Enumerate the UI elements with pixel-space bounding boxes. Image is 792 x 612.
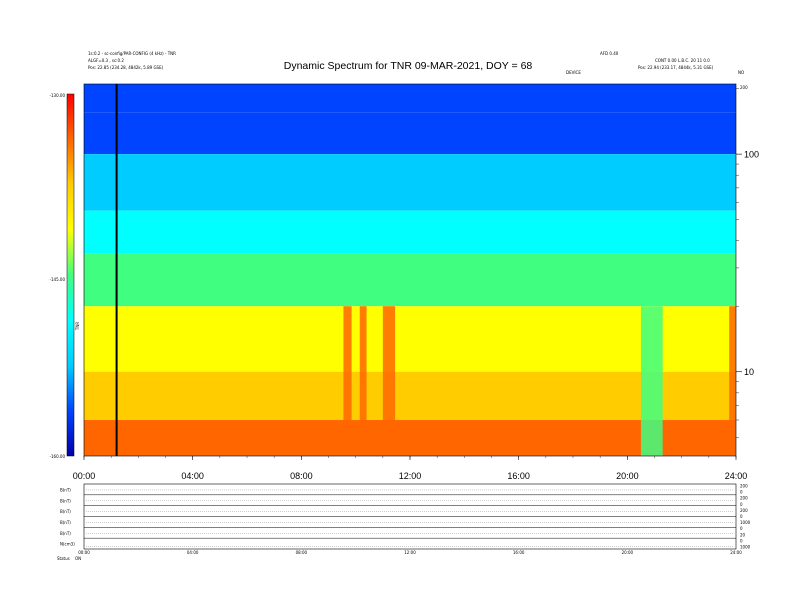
header-right-line-1: AFD 0.40 bbox=[600, 51, 619, 56]
header-right-line-3: Pos: 22.94 (233.17, 4844k, 5.31 GSE) bbox=[638, 65, 714, 70]
colorbar-label: TNR bbox=[75, 322, 80, 331]
lower-x-tick-label-2: 08:00 bbox=[296, 550, 308, 555]
lower-right-tick-5: 0 bbox=[740, 514, 743, 519]
x-tick-label-4: 16:00 bbox=[507, 471, 530, 481]
spectrum-band-5 bbox=[84, 306, 736, 372]
lower-right-tick-4: 200 bbox=[740, 508, 748, 513]
lower-right-tick-2: 200 bbox=[740, 496, 748, 501]
lower-right-tick-7: 0 bbox=[740, 526, 743, 531]
header-left: 1s:0.2 - sc-config/PAR-CONFIG (4 kHz) - … bbox=[88, 51, 176, 70]
colorbar-rect bbox=[66, 93, 75, 457]
spectrum-event-2 bbox=[382, 306, 396, 456]
spectrum-band-0 bbox=[84, 84, 736, 113]
spectrum-event-0 bbox=[343, 306, 352, 456]
lower-right-tick-0: 200 bbox=[740, 484, 748, 489]
chart-title: Dynamic Spectrum for TNR 09-MAR-2021, DO… bbox=[284, 60, 533, 72]
header-left-line-3: Pos: 22.85 (234.28, 4842k, 5.89 GSE) bbox=[88, 65, 164, 70]
colorbar-tick-bottom: -160.00 bbox=[50, 454, 66, 459]
colorbar-tick-mid: -145.00 bbox=[50, 277, 66, 282]
lower-x-axis: 00:00 04:00 08:00 12:00 16:00 20:00 24:00 bbox=[78, 550, 742, 555]
lower-right-tick-1: 0 bbox=[740, 490, 743, 495]
spectrum-band-3 bbox=[84, 210, 736, 254]
lower-panels: B(nT)B(nT)B(nT)B(nT)B(nT)N(cm3)200020002… bbox=[60, 484, 751, 550]
lower-panel-label-2: B(nT) bbox=[60, 509, 71, 514]
lower-panel-label-3: B(nT) bbox=[60, 520, 71, 525]
lower-right-tick-6: 1000 bbox=[740, 520, 751, 525]
header-right: AFD 0.40 CONT 0.00 L.B.C. 20 11 0.0 Pos:… bbox=[600, 51, 744, 75]
spectrum-band-7 bbox=[84, 420, 736, 456]
x-tick-label-3: 12:00 bbox=[399, 471, 422, 481]
lower-right-tick-8: 20 bbox=[740, 532, 746, 537]
colorbar: -130.00 -145.00 -160.00 TNR bbox=[50, 93, 80, 459]
lower-x-tick-label-1: 04:00 bbox=[187, 550, 199, 555]
lower-x-tick-label-0: 00:00 bbox=[78, 550, 90, 555]
lower-right-tick-10: 1000 bbox=[740, 545, 751, 550]
spectrogram-y-axis: 200 100 10 bbox=[736, 85, 759, 438]
header-right-line-2: CONT 0.00 L.B.C. 20 11 0.0 bbox=[655, 58, 710, 63]
x-tick-label-0: 00:00 bbox=[73, 471, 96, 481]
y-axis-top-label: 200 bbox=[740, 85, 748, 90]
lower-panel-label-5: N(cm3) bbox=[60, 542, 75, 547]
header-right-extra: NO bbox=[738, 70, 744, 75]
spectrum-band-6 bbox=[84, 371, 736, 421]
colorbar-tick-top: -130.00 bbox=[50, 93, 66, 98]
spectrum-band-2 bbox=[84, 154, 736, 211]
center-note: DEVICE bbox=[566, 70, 581, 75]
x-tick-label-1: 04:00 bbox=[181, 471, 204, 481]
header-left-line-1: 1s:0.2 - sc-config/PAR-CONFIG (4 kHz) - … bbox=[88, 51, 176, 56]
spectrogram-x-axis: 00:00 04:00 08:00 12:00 16:00 20:00 24:00 bbox=[73, 456, 748, 481]
header-left-line-2: ALGF=0.3 , sc:0.2 bbox=[88, 58, 124, 63]
spectrum-band-4 bbox=[84, 253, 736, 307]
lower-panel-label-0: B(nT) bbox=[60, 487, 71, 492]
y-tick-label-0: 100 bbox=[744, 150, 759, 160]
x-tick-label-6: 24:00 bbox=[725, 471, 748, 481]
spectrum-event-1 bbox=[359, 306, 367, 456]
status-label: Status bbox=[57, 556, 70, 561]
x-tick-label-5: 20:00 bbox=[616, 471, 639, 481]
status-text: ON bbox=[75, 556, 81, 561]
spectrum-event-4 bbox=[729, 306, 736, 456]
spectrogram-bands bbox=[84, 84, 736, 456]
lower-x-tick-label-4: 16:00 bbox=[513, 550, 525, 555]
spectrogram-plot bbox=[83, 83, 737, 457]
lower-x-tick-label-5: 20:00 bbox=[622, 550, 634, 555]
x-tick-label-2: 08:00 bbox=[290, 471, 313, 481]
spectrogram-events bbox=[343, 306, 736, 456]
spectrum-event-3 bbox=[640, 306, 663, 456]
lower-right-tick-3: 0 bbox=[740, 502, 743, 507]
lower-panel-label-4: B(nT) bbox=[60, 531, 71, 536]
lower-x-tick-label-6: 24:00 bbox=[730, 550, 742, 555]
spectrum-band-1 bbox=[84, 112, 736, 155]
y-tick-label-1: 10 bbox=[744, 367, 754, 377]
lower-right-tick-9: 0 bbox=[740, 538, 743, 543]
lower-panel-label-1: B(nT) bbox=[60, 498, 71, 503]
lower-x-tick-label-3: 12:00 bbox=[404, 550, 416, 555]
